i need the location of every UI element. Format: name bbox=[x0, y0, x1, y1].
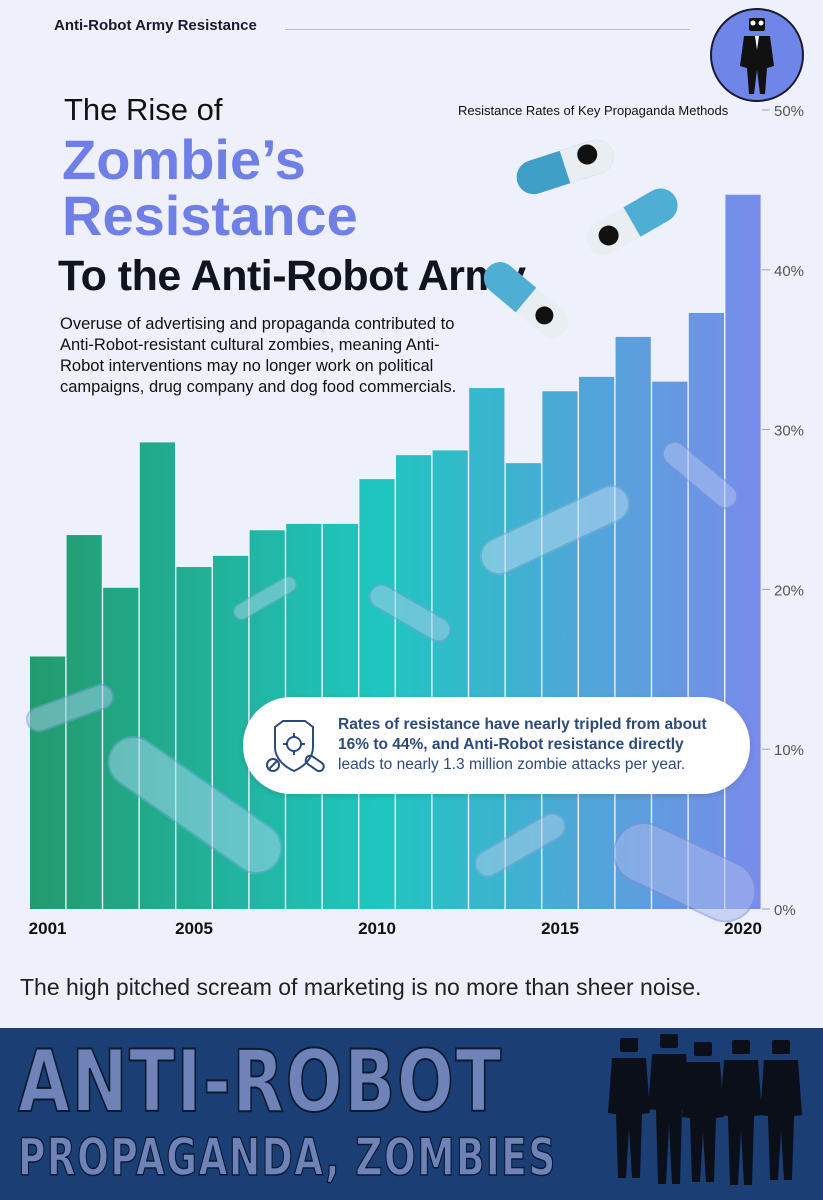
caption: The high pitched scream of marketing is … bbox=[20, 974, 702, 1000]
germ-decoration bbox=[107, 735, 283, 875]
bar-2002 bbox=[66, 535, 102, 909]
germ-decoration bbox=[612, 822, 757, 923]
banner-subtitle: PROPAGANDA, ZOMBIES bbox=[17, 1127, 557, 1189]
callout-box: Rates of resistance have nearly tripled … bbox=[243, 697, 750, 794]
title-main-line1: Zombie’s bbox=[62, 128, 306, 191]
germ-decoration bbox=[25, 683, 115, 733]
title-intro: The Rise of bbox=[64, 92, 223, 127]
chart-title: Resistance Rates of Key Propaganda Metho… bbox=[458, 103, 729, 118]
y-tick-label: 0% bbox=[774, 902, 796, 919]
germ-decoration bbox=[232, 575, 298, 621]
title-main: Zombie’s Resistance bbox=[62, 132, 522, 244]
y-tick-label: 40% bbox=[774, 263, 804, 280]
description: Overuse of advertising and propaganda co… bbox=[60, 315, 457, 396]
callout-line3: leads to nearly 1.3 million zombie attac… bbox=[338, 756, 686, 773]
bar-2005 bbox=[176, 567, 212, 909]
x-tick-label: 2015 bbox=[541, 919, 579, 938]
germ-decoration bbox=[368, 583, 452, 643]
germ-decoration bbox=[473, 812, 567, 878]
germ-decoration bbox=[479, 484, 631, 576]
bar-2020 bbox=[725, 194, 761, 910]
title-subline: To the Anti-Robot Army bbox=[58, 252, 526, 300]
y-tick-label: 10% bbox=[774, 742, 804, 759]
x-tick-label: 2005 bbox=[175, 919, 213, 938]
bar-2017 bbox=[615, 336, 651, 909]
bar-2004 bbox=[139, 442, 175, 909]
y-tick-label: 30% bbox=[774, 423, 804, 440]
org-name: Anti-Robot Army Resistance bbox=[54, 17, 257, 34]
bar-2010 bbox=[359, 479, 395, 909]
robot-army-figures bbox=[608, 1034, 802, 1185]
pill-decorations bbox=[483, 139, 678, 338]
callout-line2: 16% to 44%, and Anti-Robot resistance di… bbox=[338, 736, 684, 753]
capsule-icon bbox=[483, 262, 569, 338]
x-tick-label: 2020 bbox=[724, 919, 762, 938]
y-tick-label: 50% bbox=[774, 103, 804, 120]
header-divider bbox=[285, 29, 690, 30]
bar-2019 bbox=[688, 312, 724, 909]
footer-banner: ANTI-ROBOT PROPAGANDA, ZOMBIES bbox=[0, 1028, 823, 1200]
germ-decoration bbox=[661, 440, 739, 510]
bar-chart: 2001 2005 2010 2015 2020 0% 10% 20% 30% 40% 50% bbox=[25, 103, 804, 938]
callout-text: Rates of resistance have nearly tripled … bbox=[338, 715, 733, 775]
y-tick-label: 20% bbox=[774, 582, 804, 599]
bar-2013 bbox=[469, 388, 505, 909]
callout-line1: Rates of resistance have nearly tripled … bbox=[338, 716, 707, 733]
bar-2011 bbox=[396, 455, 432, 909]
x-tick-label: 2001 bbox=[29, 919, 67, 938]
bar-2012 bbox=[432, 450, 468, 909]
bar-2016 bbox=[579, 376, 615, 910]
banner-title: ANTI-ROBOT bbox=[17, 1031, 503, 1133]
capsule-icon bbox=[516, 139, 614, 195]
capsule-icon bbox=[586, 188, 678, 256]
bar-2001 bbox=[30, 656, 66, 909]
shield-virus-pill-icon bbox=[266, 720, 325, 773]
robot-agent-icon bbox=[710, 8, 804, 102]
title-main-line2: Resistance bbox=[62, 184, 358, 247]
x-tick-label: 2010 bbox=[358, 919, 396, 938]
